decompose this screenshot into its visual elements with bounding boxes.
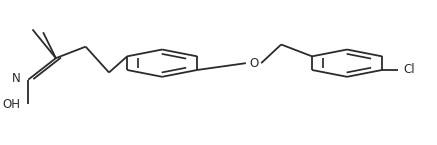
- Text: OH: OH: [3, 98, 21, 111]
- Text: Cl: Cl: [403, 64, 415, 76]
- Text: N: N: [12, 72, 21, 85]
- Text: O: O: [249, 57, 258, 70]
